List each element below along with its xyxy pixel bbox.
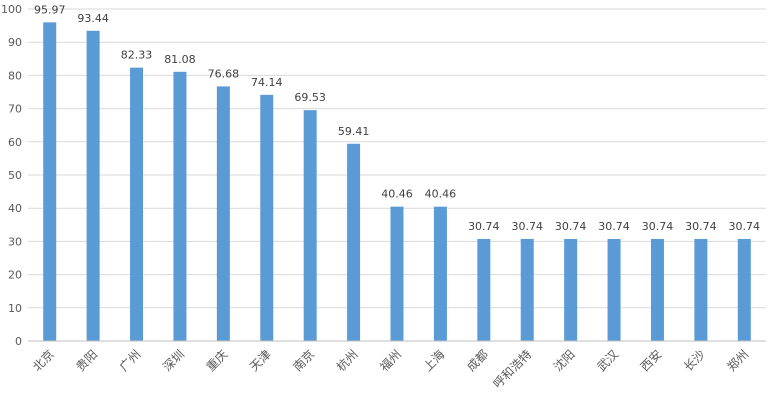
bar-3 [173, 71, 187, 342]
x-axis-ticks: 北京 贵阳 广州 深圳 重庆 天津 南京 杭州 福州 上海 成都 呼和浩特 沈阳 武汉 西安 长沙 郑州 [30, 347, 751, 392]
data-labels: 95.97 93.44 82.33 81.08 76.68 74.14 69.53 59.41… [34, 3, 760, 233]
x-tick-label: 天津 [247, 347, 274, 374]
data-label: 30.74 [642, 220, 674, 233]
x-tick-label: 武汉 [594, 347, 621, 374]
bar-6 [303, 110, 317, 341]
y-tick-label: 10 [8, 302, 22, 315]
x-tick-label: 呼和浩特 [490, 347, 535, 392]
bar-7 [347, 143, 361, 341]
y-tick-label: 50 [8, 169, 22, 182]
data-label: 82.33 [121, 49, 153, 62]
data-label: 30.74 [685, 220, 717, 233]
y-tick-label: 70 [8, 103, 22, 116]
x-tick-label: 南京 [290, 347, 318, 375]
y-tick-label: 80 [8, 69, 22, 82]
y-tick-label: 30 [8, 235, 22, 248]
x-tick-label: 上海 [420, 347, 448, 375]
data-label: 95.97 [34, 3, 66, 16]
y-tick-label: 0 [15, 335, 22, 348]
bar-4 [216, 86, 230, 342]
bar-11 [520, 238, 534, 341]
data-label: 30.74 [598, 220, 630, 233]
bar-16 [737, 238, 751, 341]
bar-5 [260, 94, 274, 342]
data-label: 74.14 [251, 76, 283, 89]
bar-10 [477, 238, 491, 341]
data-label: 69.53 [294, 91, 326, 104]
data-label: 81.08 [164, 53, 196, 66]
data-label: 59.41 [338, 125, 370, 138]
y-tick-label: 60 [8, 136, 22, 149]
bar-8 [390, 206, 404, 341]
x-tick-label: 广州 [117, 347, 144, 374]
bar-9 [433, 206, 447, 341]
x-tick-label: 沈阳 [550, 347, 578, 375]
bar-0 [43, 22, 57, 341]
data-label: 40.46 [425, 188, 457, 201]
gridlines [28, 8, 766, 309]
x-tick-label: 福州 [377, 347, 405, 375]
data-label: 93.44 [77, 12, 109, 25]
data-label: 30.74 [729, 220, 761, 233]
bar-1 [86, 30, 100, 341]
y-tick-label: 90 [8, 36, 22, 49]
y-tick-label: 40 [8, 202, 22, 215]
bar-14 [650, 238, 664, 341]
x-tick-label: 北京 [30, 347, 57, 374]
bar-12 [564, 238, 578, 341]
bars [43, 22, 751, 342]
data-label: 40.46 [381, 188, 413, 201]
y-axis-ticks: 0 10 20 30 40 50 60 70 80 90 100 [1, 3, 22, 348]
x-tick-label: 深圳 [160, 347, 187, 374]
x-tick-label: 长沙 [681, 347, 708, 374]
data-label: 30.74 [555, 220, 587, 233]
data-label: 76.68 [208, 67, 240, 80]
data-label: 30.74 [468, 220, 500, 233]
bar-13 [607, 238, 621, 341]
x-tick-label: 贵阳 [73, 347, 100, 374]
y-tick-label: 20 [8, 269, 22, 282]
x-tick-label: 成都 [464, 347, 491, 374]
bar-2 [130, 67, 144, 341]
x-tick-label: 杭州 [333, 347, 361, 375]
x-tick-label: 西安 [637, 347, 665, 375]
bar-15 [694, 238, 708, 341]
x-tick-label: 重庆 [204, 347, 231, 374]
x-tick-label: 郑州 [724, 347, 752, 375]
y-tick-label: 100 [1, 3, 22, 16]
data-label: 30.74 [511, 220, 543, 233]
